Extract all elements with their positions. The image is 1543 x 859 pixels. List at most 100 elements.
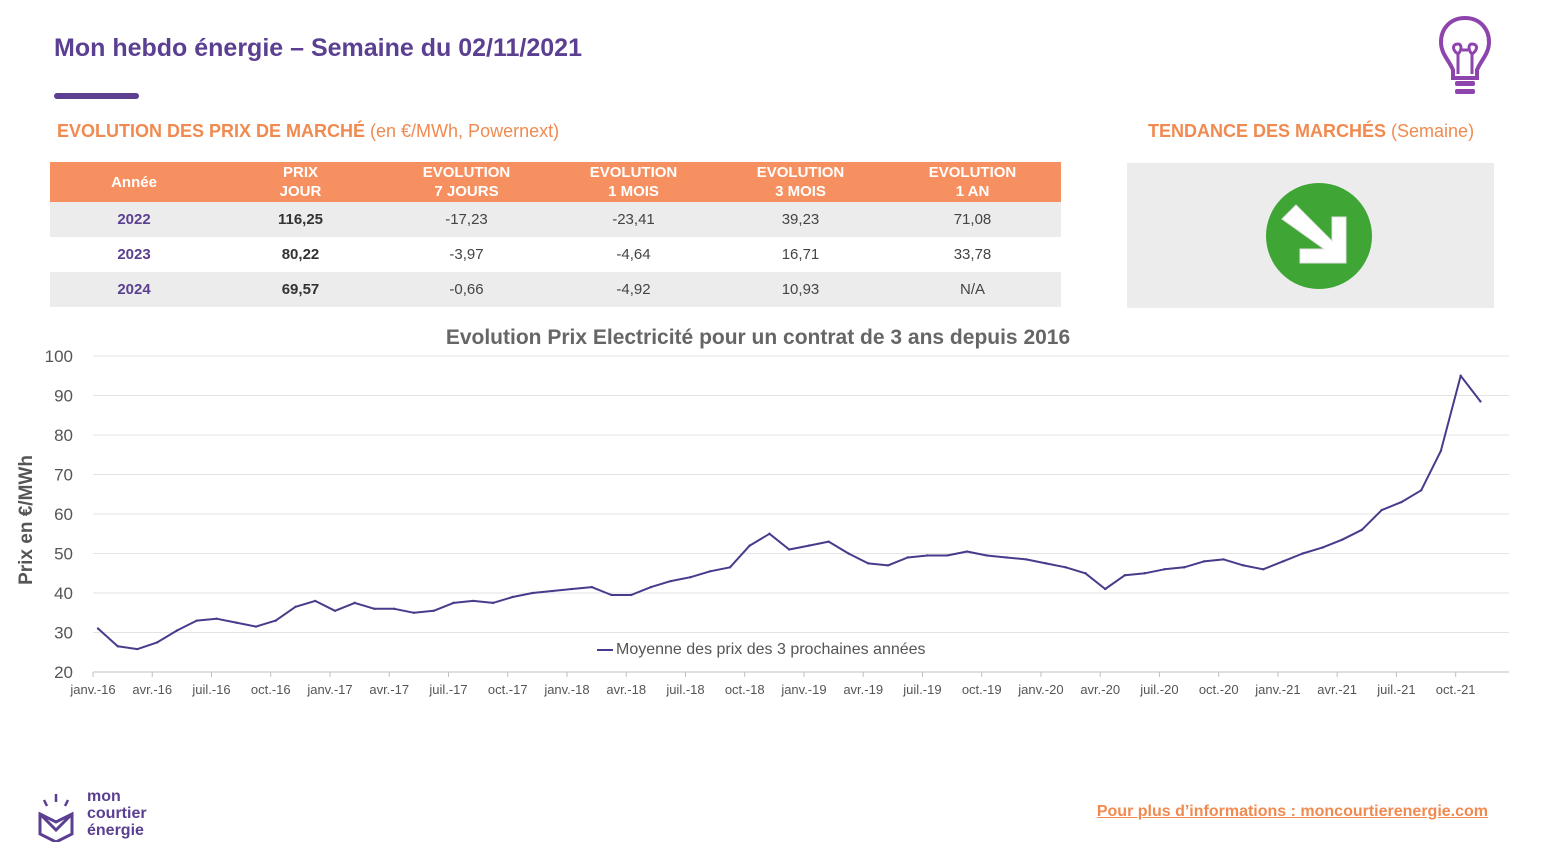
data-point: sept.-20: 48 (1202, 560, 1206, 563)
x-tick-label: oct.-16 (251, 682, 291, 697)
trend-section-title: TENDANCE DES MARCHÉS (Semaine) (1148, 121, 1474, 142)
data-point: oct.-20: 48.5 (1222, 558, 1225, 561)
cell-evolution-1-month: -23,41 (550, 202, 717, 237)
data-point: oct.-17: 39 (511, 595, 514, 599)
y-tick-label: 100 (45, 347, 73, 366)
title-underline (54, 93, 139, 99)
y-tick-label: 40 (54, 584, 73, 603)
x-tick-label: avr.-17 (369, 682, 409, 697)
legend-label: Moyenne des prix des 3 prochaines années (616, 641, 926, 658)
data-point: janv.-20: 47.5 (1044, 562, 1048, 565)
data-point: sept.-18: 46.5 (728, 566, 732, 569)
data-point: janv.-21: 48 (1281, 560, 1285, 563)
series-line (97, 374, 1482, 651)
brand-logo: mon courtier énergie (36, 788, 186, 848)
price-line-chart: 20 30 40 50 60 70 80 90 100 janv.-16 avr.-16 juil.-… (16, 347, 1509, 697)
data-point: déc.-20: 46 (1261, 568, 1265, 571)
data-point: janv.-18: 41 (570, 587, 574, 591)
data-point: mars-18: 39.5 (610, 593, 613, 597)
data-point: avr.-20: 41 (1103, 587, 1107, 591)
x-tick-label: janv.-20 (1017, 682, 1063, 697)
data-point: mai-16: 30.5 (175, 629, 179, 632)
data-point: août-17: 38 (472, 599, 475, 603)
data-point: août-21: 66 (1419, 489, 1423, 492)
data-point: nov.-18: 55 (768, 532, 771, 535)
column-header-year: Année (50, 162, 218, 202)
x-tick-label: oct.-17 (488, 682, 528, 697)
x-tick-label: avr.-16 (132, 682, 172, 697)
x-tick-label: juil.-18 (665, 682, 704, 697)
market-prices-table: Année PRIX JOUR EVOLUTION 7 JOURS EVOLUTIO… (50, 162, 1061, 307)
data-point: janv.-16: 31 (96, 627, 100, 630)
data-point: oct.-19: 49.5 (985, 554, 988, 557)
x-tick-label: avr.-20 (1080, 682, 1120, 697)
data-point: mars-20: 45 (1084, 572, 1087, 575)
table-row: 2022 116,25 -17,23 -23,41 39,23 71,08 (50, 202, 1061, 237)
page-title: Mon hebdo énergie – Semaine du 02/11/202… (54, 34, 582, 62)
data-point: nov.-21: 88.5 (1479, 400, 1482, 403)
market-title-unit: (en €/MWh, Powernext) (365, 121, 560, 141)
data-point: mai-20: 44.5 (1123, 574, 1127, 577)
data-point: juin-17: 35.5 (432, 609, 435, 612)
data-point: juil.-18: 44 (689, 576, 692, 579)
data-point: juil.-16: 33.5 (215, 617, 218, 620)
data-point: juil.-17: 37.5 (452, 601, 455, 605)
data-point: avr.-19: 47.5 (867, 562, 870, 565)
data-point: avr.-21: 53.5 (1340, 538, 1344, 541)
cell-evolution-7-days: -0,66 (383, 272, 550, 307)
data-point: févr.-18: 41.5 (590, 585, 593, 589)
x-tick-label: oct.-18 (725, 682, 765, 697)
data-point: juil.-20: 46 (1163, 568, 1166, 571)
data-point: mars-16: 25.8 (136, 647, 139, 651)
x-tick-label: oct.-19 (962, 682, 1002, 697)
data-point: sept.-17: 37.5 (491, 601, 495, 605)
x-tick-label: juil.-21 (1376, 682, 1415, 697)
data-point: févr.-17: 37.5 (353, 601, 356, 605)
x-tick-label: janv.-21 (1254, 682, 1300, 697)
data-point: sept.-16: 31.5 (254, 625, 258, 628)
cell-day-price: 69,57 (218, 272, 383, 307)
x-tick-label: janv.-18 (543, 682, 589, 697)
more-info-link[interactable]: Pour plus d’informations : moncourtieren… (1096, 803, 1488, 820)
data-point: oct.-18: 52 (748, 544, 751, 547)
y-tick-label: 90 (54, 387, 73, 406)
market-title-bold: EVOLUTION DES PRIX DE MARCHÉ (57, 121, 366, 141)
data-point: mai-18: 41.5 (649, 585, 653, 589)
arrow-down-right-icon (1266, 183, 1372, 289)
data-point: oct.-21: 95 (1459, 374, 1462, 377)
data-point: févr.-16: 26.5 (116, 645, 119, 648)
table-row: 2024 69,57 -0,66 -4,92 10,93 N/A (50, 272, 1061, 307)
chart-legend: Moyenne des prix des 3 prochaines années (597, 641, 926, 659)
x-tick-label: oct.-21 (1436, 682, 1476, 697)
y-tick-label: 80 (54, 426, 73, 445)
x-tick-label: janv.-17 (306, 682, 352, 697)
data-point: août-20: 46.5 (1182, 566, 1186, 569)
x-tick-label: juil.-19 (902, 682, 941, 697)
data-point: avr.-17: 36 (393, 607, 396, 610)
data-point: nov.-20: 47 (1242, 564, 1245, 567)
data-point: juin-20: 45 (1143, 572, 1146, 575)
x-tick-label: juil.-17 (428, 682, 467, 697)
cell-evolution-3-months: 16,71 (717, 237, 884, 272)
chart-title: Evolution Prix Electricité pour un contr… (445, 326, 1071, 349)
data-point: nov.-19: 49 (1005, 556, 1008, 559)
data-point: août-16: 32.5 (235, 621, 238, 624)
logo-icon (38, 794, 74, 842)
cell-evolution-3-months: 10,93 (717, 272, 884, 307)
column-header-3-months: EVOLUTION 3 MOIS (717, 162, 884, 202)
cell-evolution-1-year: 33,78 (884, 237, 1061, 272)
column-header-7-days: EVOLUTION 7 JOURS (383, 162, 550, 202)
data-point: juil.-19: 49.5 (926, 554, 929, 557)
x-tick-label: oct.-20 (1199, 682, 1239, 697)
x-tick-label: janv.-16 (69, 682, 115, 697)
data-point: févr.-19: 53 (827, 540, 830, 543)
data-point: déc.-16: 38 (314, 599, 317, 603)
cell-evolution-1-month: -4,64 (550, 237, 717, 272)
cell-year: 2022 (50, 202, 218, 237)
logo-wordmark: mon courtier énergie (87, 788, 147, 839)
column-header-1-year: EVOLUTION 1 AN (884, 162, 1061, 202)
trend-title-period: (Semaine) (1386, 121, 1475, 141)
data-point: févr.-20: 46.5 (1064, 566, 1067, 569)
cell-day-price: 116,25 (218, 202, 383, 237)
data-point: déc.-19: 48.5 (1025, 558, 1028, 561)
